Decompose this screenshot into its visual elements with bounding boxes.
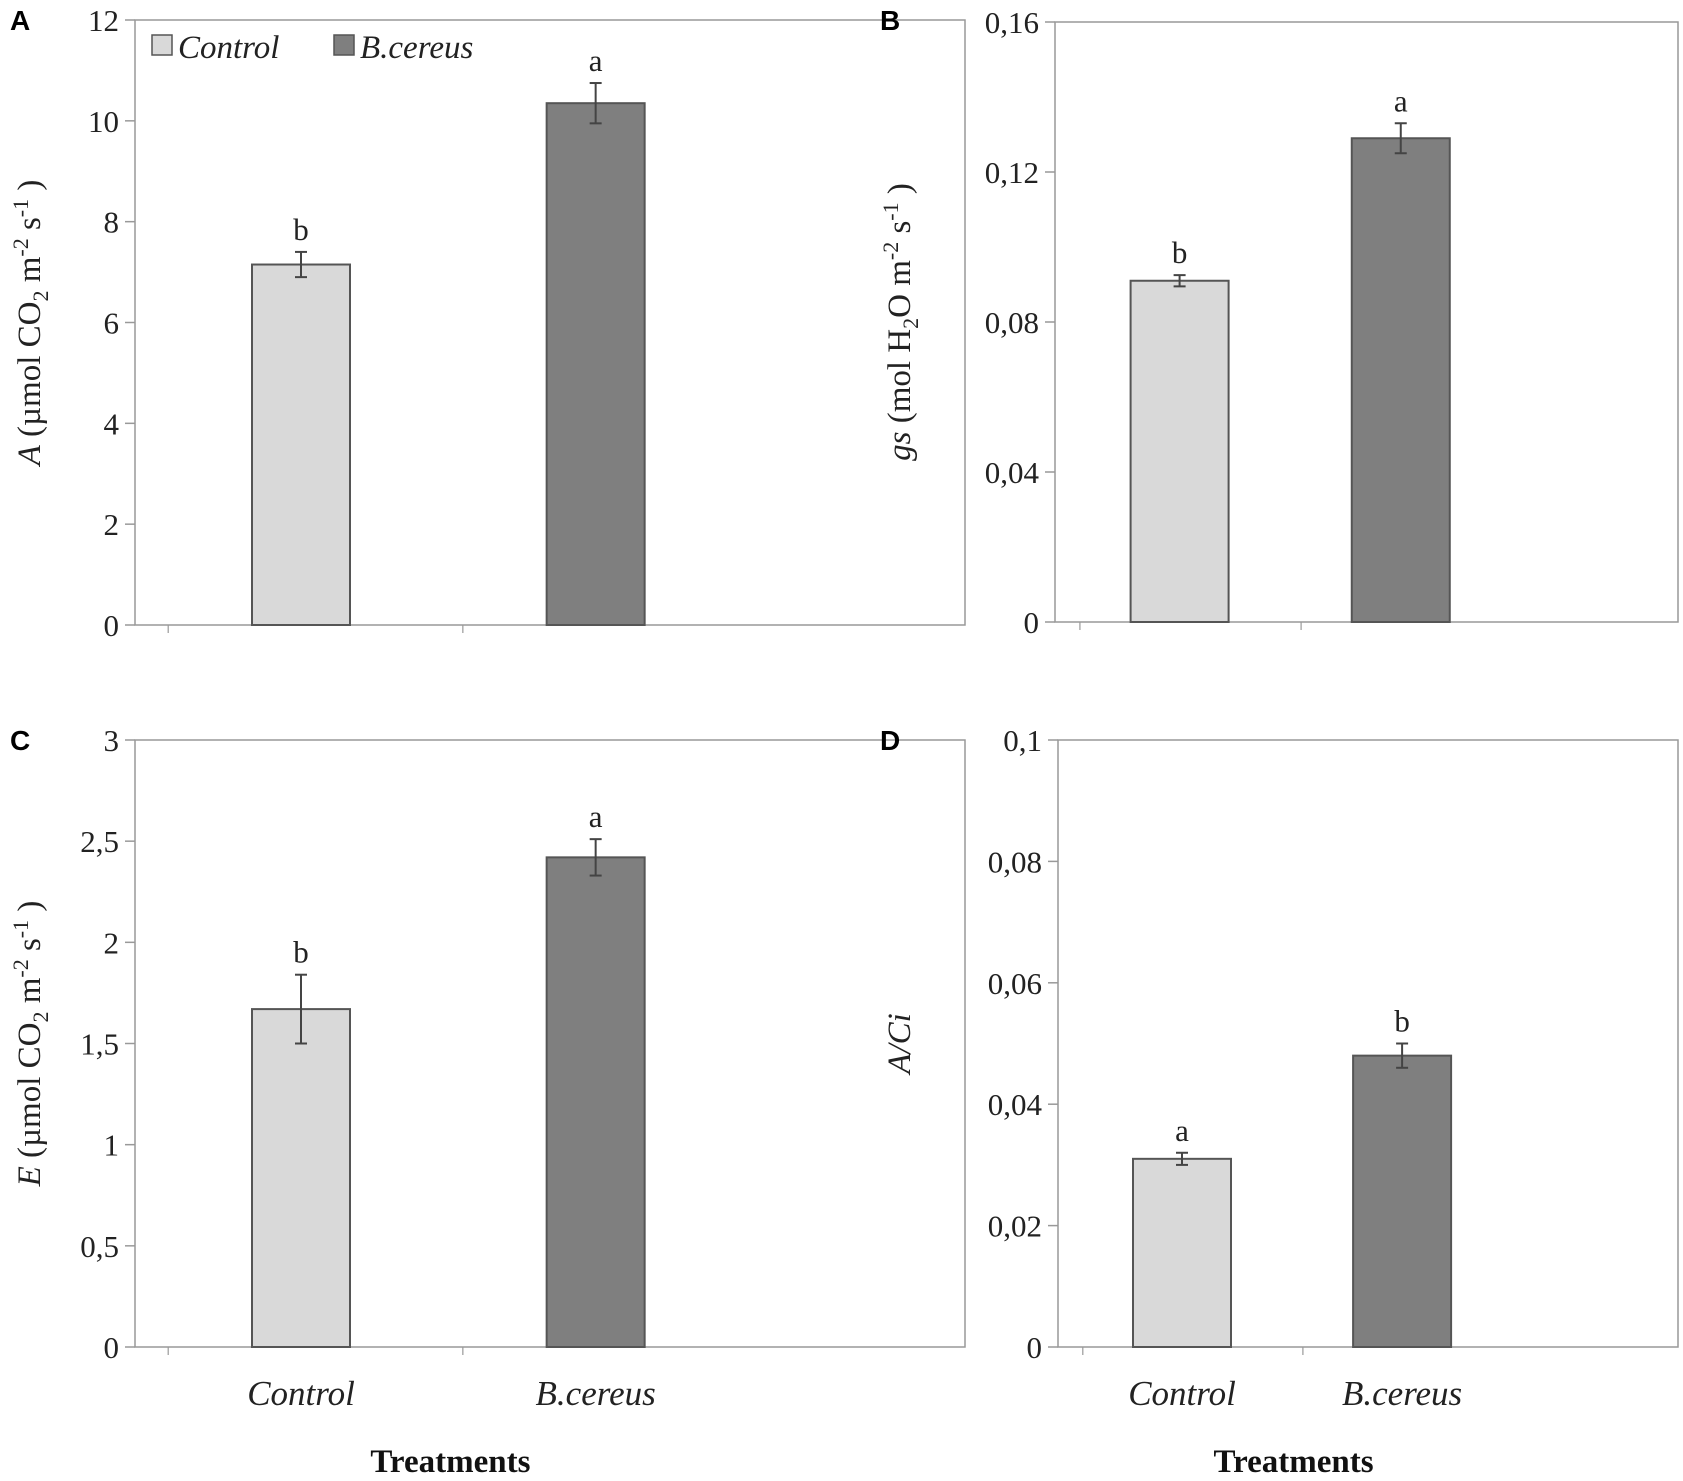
y-tick-label: 10 [88,104,119,139]
significance-letter: b [1394,1004,1410,1039]
chart-panel-b: 0 0,04 0,08 0,12 0,16 b a Bgs (mol H2O m-2 s-1 … [878,5,1679,640]
x-category-label: B.cereus [536,1374,656,1413]
x-category-label: Control [247,1374,355,1413]
y-axis-unit: O m [882,260,918,318]
y-tick-label: 2,5 [80,824,119,859]
y-tick-label: 0,5 [80,1229,119,1264]
chart-panel-d: 0 0,02 0,04 0,06 0,08 0,1 a b Control B.cereus Tre… [880,723,1679,1480]
y-axis-unit: (µmol CO [12,1023,48,1167]
y-axis-unit: ) [12,180,48,199]
panel-label: B [880,5,900,36]
bar-control [251,263,351,626]
legend-label-control: Control [178,30,279,66]
bar-control [1132,1157,1232,1348]
y-axis-symbol: gs [882,432,918,461]
y-tick-label: 3 [104,723,120,758]
panel-label: A [10,5,30,36]
y-axis-superscript: -2 [8,959,33,977]
y-axis-superscript: -2 [878,242,903,260]
legend: Control B.cereus [151,30,473,66]
y-axis-unit: s [12,217,48,238]
y-tick-label: 0,16 [985,5,1039,40]
y-axis-subscript: 2 [28,291,53,302]
y-tick-label: 0,1 [1003,723,1042,758]
y-axis-label: A/Ci [882,1013,918,1076]
y-axis-subscript: 2 [28,1012,53,1023]
y-axis-unit: (µmol CO [12,302,48,446]
y-tick-label: 2 [104,925,120,960]
y-tick-label: 0,08 [988,844,1042,879]
x-category-label: Control [1128,1374,1236,1413]
bar-bcereus [1352,1054,1453,1348]
y-tick-label: 0,12 [985,155,1039,190]
y-axis-label: gs (mol H2O m-2 s-1 ) [878,183,923,461]
significance-letter: b [293,212,309,247]
y-axis-unit: (mol H [882,329,918,432]
y-axis-superscript: -1 [8,199,33,217]
x-category-label: B.cereus [1342,1374,1462,1413]
y-tick-label: 2 [104,507,120,542]
y-tick-label: 0 [104,1330,120,1365]
y-axis-superscript: -1 [8,920,33,938]
x-axis-label: Treatments [370,1444,530,1480]
bar-control [251,1008,351,1348]
y-tick-label: 8 [104,205,120,240]
y-axis-unit: m [12,977,48,1011]
y-tick-label: 0 [1027,1330,1043,1365]
y-tick-label: 6 [104,306,120,341]
bar-bcereus [1350,137,1451,623]
y-tick-label: 0,08 [985,305,1039,340]
panel-label: C [10,725,30,756]
y-axis-symbol: A [12,444,48,467]
panel-label: D [880,725,900,756]
x-axis-label: Treatments [1214,1444,1374,1480]
significance-letter: a [1175,1113,1189,1148]
y-tick-label: 1 [104,1128,120,1163]
y-tick-label: 0 [104,608,120,643]
bar-control [1129,279,1230,623]
legend-swatch-bcereus [333,34,355,56]
y-tick-label: 12 [88,3,119,38]
significance-letter: b [1172,235,1188,270]
y-axis-unit: ) [882,183,918,202]
y-axis-subscript: 2 [898,318,923,329]
legend-swatch-control [151,34,173,56]
y-tick-label: 4 [104,406,120,441]
significance-letter: a [589,43,603,78]
y-axis-symbol: E [12,1166,48,1187]
significance-letter: a [589,799,603,834]
y-tick-label: 0,02 [988,1209,1042,1244]
bar-bcereus [545,856,646,1348]
y-axis-unit: m [12,256,48,290]
significance-letter: b [293,935,309,970]
y-tick-label: 0,06 [988,966,1042,1001]
y-axis-unit: s [12,938,48,959]
y-axis-symbol: A/Ci [882,1013,918,1076]
y-tick-label: 0 [1024,605,1040,640]
y-tick-label: 0,04 [988,1087,1043,1122]
chart-panel-c: 0 0,5 1 1,5 2 2,5 3 b a Control B.cereusTreatments… [8,723,966,1480]
y-axis-superscript: -2 [8,238,33,256]
significance-letter: a [1394,83,1408,118]
y-tick-label: 0,04 [985,455,1040,490]
y-axis-superscript: -1 [878,202,903,220]
y-axis-unit: ) [12,901,48,920]
y-tick-label: 1,5 [80,1027,119,1062]
y-axis-label: A (µmol CO2 m-2 s-1 ) [8,180,53,468]
y-axis-label: E (µmol CO2 m-2 s-1 ) [8,901,53,1188]
bar-bcereus [545,102,646,626]
legend-label-bcereus: B.cereus [360,30,473,66]
y-axis-unit: s [882,221,918,242]
